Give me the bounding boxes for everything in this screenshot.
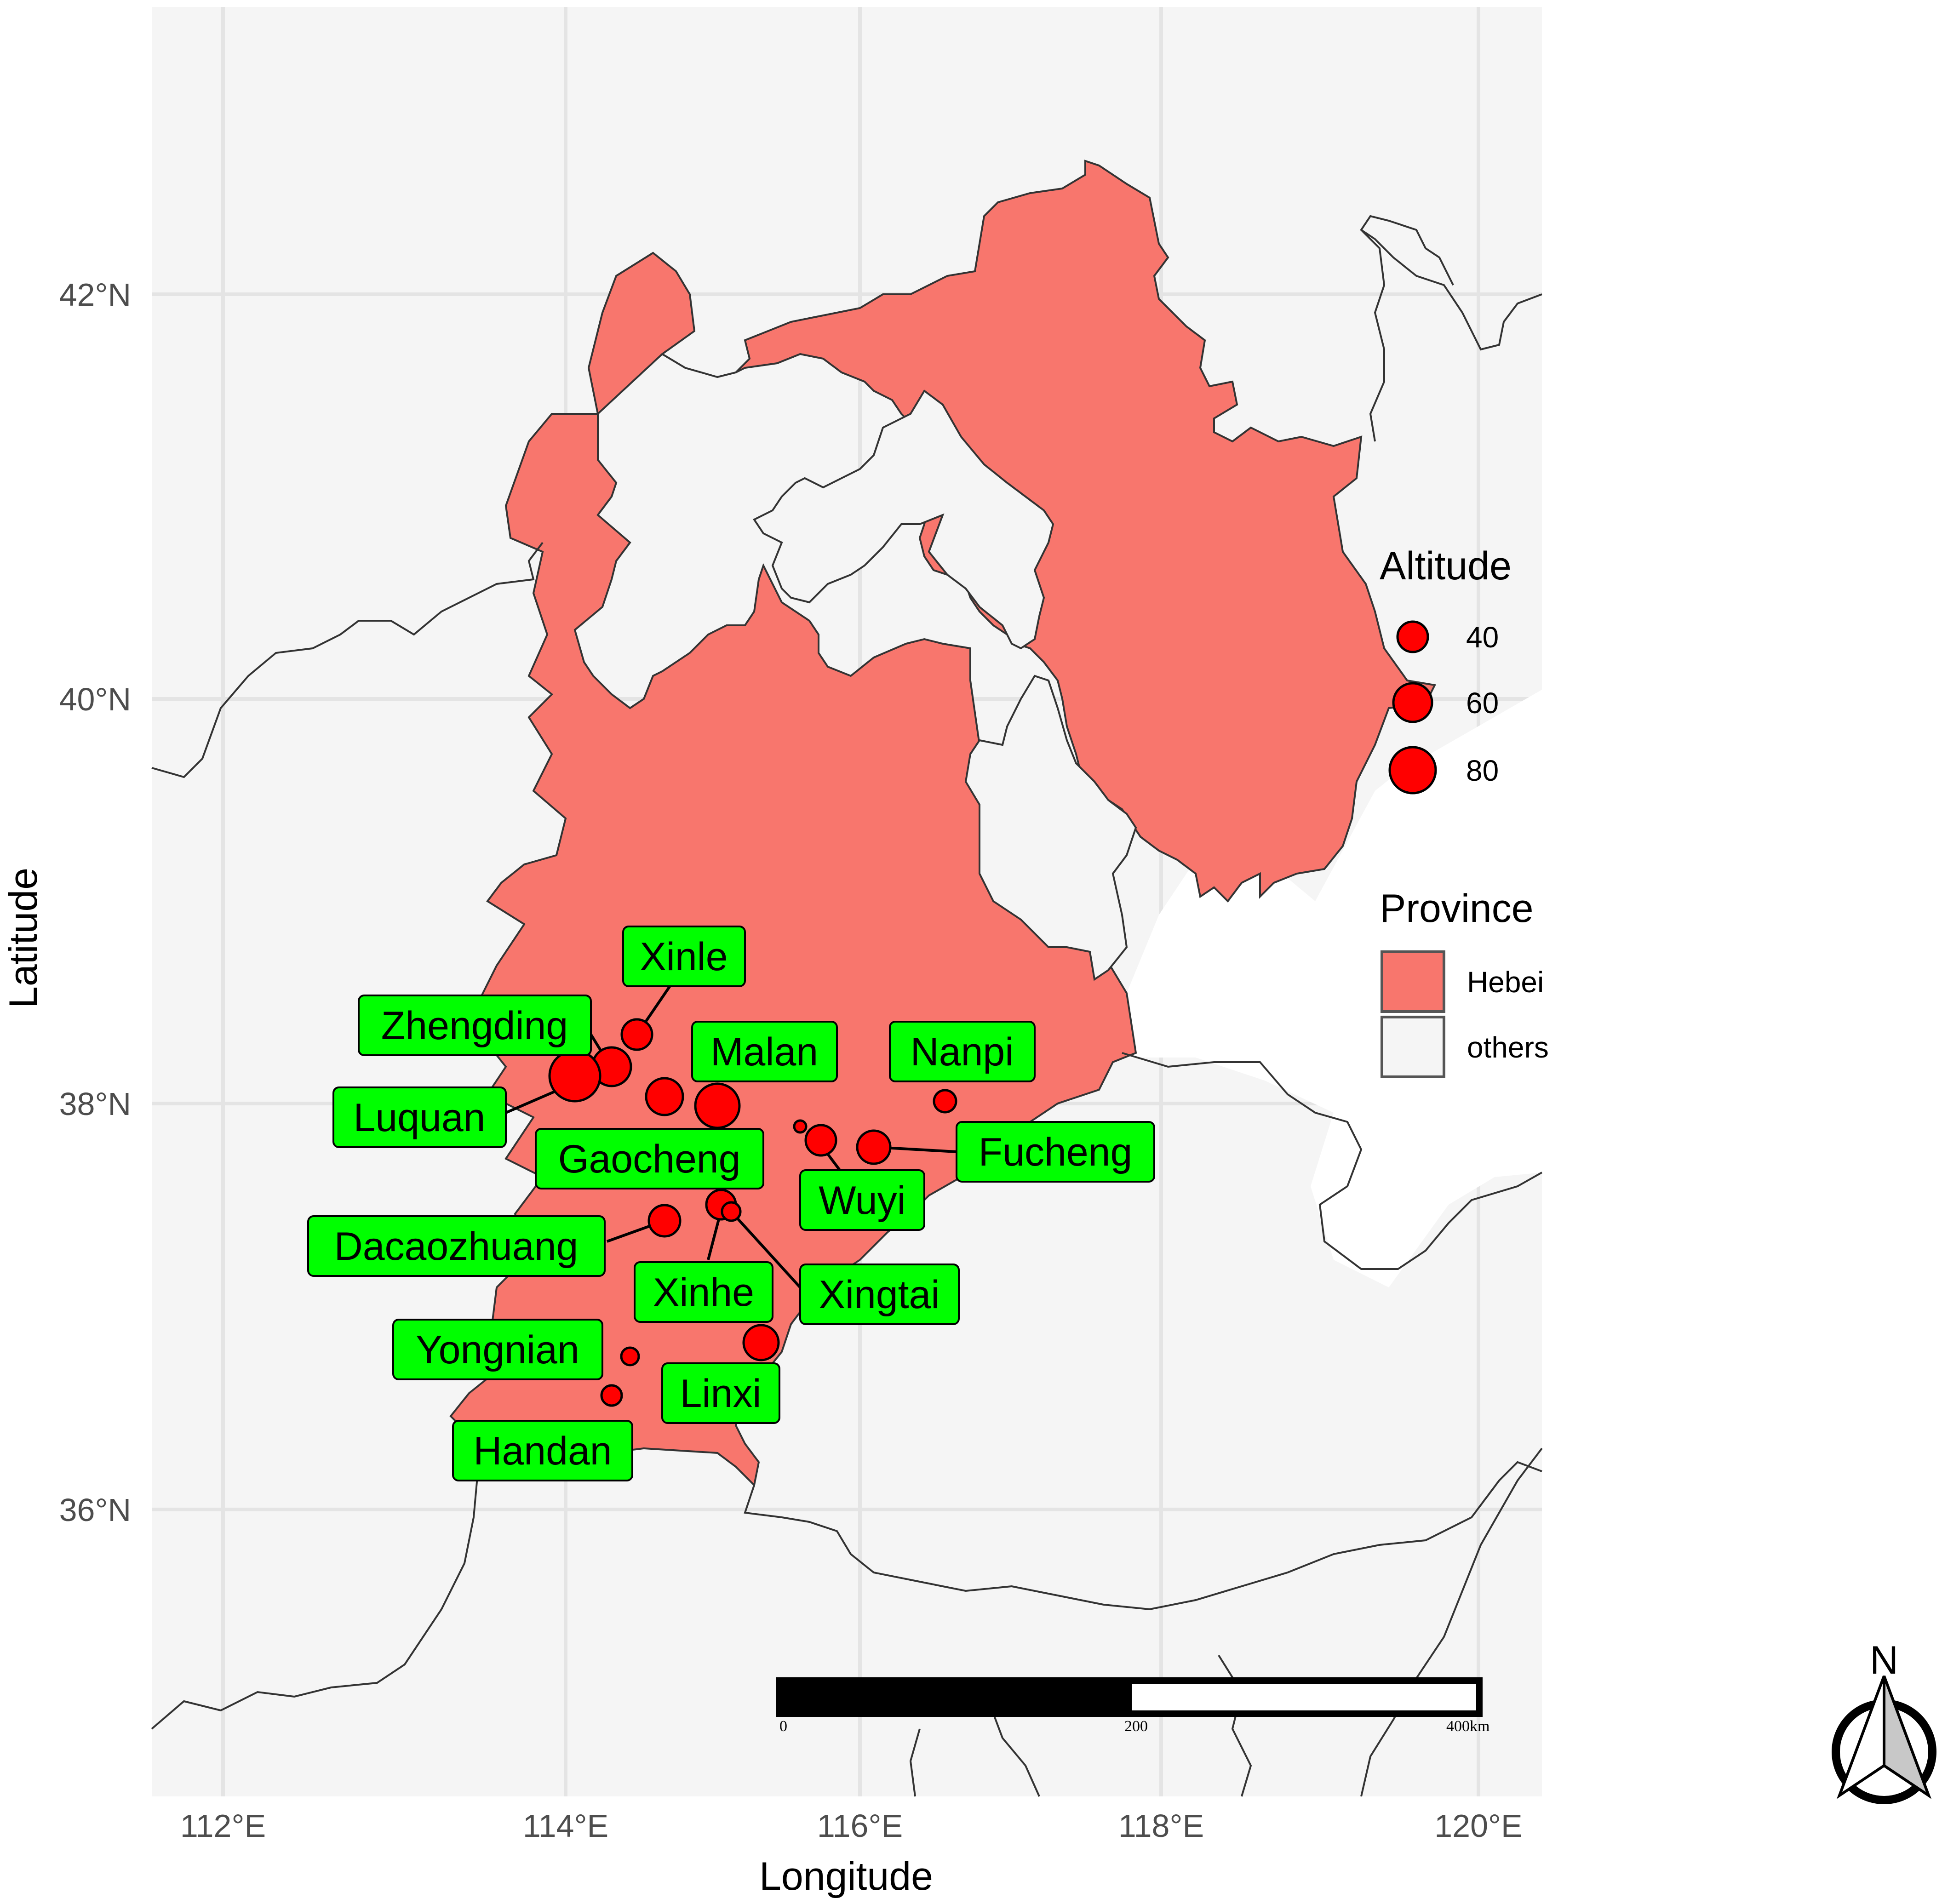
altitude-key-40 (1396, 620, 1429, 653)
y-tick-36: 36°N (59, 1492, 131, 1528)
point-linxi (742, 1324, 780, 1361)
site-label-xinhe: Xinhe (653, 1270, 754, 1315)
north-arrow: N (1832, 1638, 1936, 1804)
altitude-key-60 (1392, 682, 1433, 723)
site-label-luquan: Luquan (354, 1096, 486, 1140)
site-label-fucheng: Fucheng (979, 1130, 1133, 1174)
x-tick-120: 120°E (1434, 1808, 1522, 1844)
altitude-label-40: 40 (1466, 621, 1499, 654)
label-zhengding: Zhengding (358, 995, 592, 1056)
point-xinle (620, 1018, 653, 1051)
point-yongnian (620, 1346, 640, 1367)
y-axis-ticks: 42°N 40°N 38°N 36°N (59, 277, 131, 1528)
altitude-legend: Altitude 40 60 80 (1380, 544, 1512, 795)
altitude-legend-title: Altitude (1380, 544, 1512, 588)
site-label-dacaozhuang: Dacaozhuang (334, 1224, 579, 1269)
province-label-hebei: Hebei (1467, 966, 1544, 999)
x-tick-116: 116°E (817, 1808, 903, 1844)
scale-label-0: 0 (779, 1718, 787, 1735)
site-label-wuyi: Wuyi (819, 1178, 906, 1223)
label-handan: Handan (452, 1420, 633, 1481)
province-key-hebei (1381, 950, 1445, 1013)
label-nanpi: Nanpi (889, 1021, 1036, 1082)
y-tick-42: 42°N (59, 277, 131, 313)
site-label-xingtai: Xingtai (819, 1273, 940, 1317)
province-key-others (1381, 1016, 1445, 1078)
label-linxi: Linxi (661, 1362, 780, 1424)
province-legend-title: Province (1380, 886, 1534, 931)
province-boundaries (151, 215, 1543, 1797)
x-tick-118: 118°E (1118, 1808, 1204, 1844)
altitude-key-80 (1388, 746, 1437, 795)
site-label-gaocheng: Gaocheng (558, 1137, 741, 1181)
altitude-label-60: 60 (1466, 686, 1499, 720)
y-tick-38: 38°N (59, 1086, 131, 1122)
x-tick-112: 112°E (180, 1808, 266, 1844)
label-luquan: Luquan (332, 1086, 507, 1148)
province-label-others: others (1467, 1031, 1549, 1064)
site-label-linxi: Linxi (680, 1372, 762, 1416)
scale-label-400: 400km (1446, 1718, 1489, 1735)
label-dacaozhuang: Dacaozhuang (307, 1215, 606, 1277)
point-dacaozhuang (647, 1204, 682, 1238)
label-malan: Malan (691, 1021, 838, 1082)
site-label-nanpi: Nanpi (911, 1030, 1014, 1074)
label-yongnian: Yongnian (392, 1319, 603, 1380)
scale-bar: 0 200 400km (776, 1677, 1489, 1735)
site-points (548, 1018, 957, 1407)
point-wuyi (804, 1124, 837, 1157)
site-label-zhengding: Zhengding (381, 1004, 568, 1048)
site-label-malan: Malan (710, 1030, 818, 1074)
y-tick-40: 40°N (59, 681, 131, 717)
site-label-yongnian: Yongnian (416, 1328, 579, 1372)
label-xingtai: Xingtai (799, 1264, 960, 1325)
north-arrow-label: N (1870, 1638, 1898, 1682)
point-malan (645, 1077, 684, 1116)
point-gaocheng (694, 1082, 741, 1129)
tianjin-region (964, 675, 1137, 981)
label-xinhe: Xinhe (634, 1261, 773, 1323)
point-small-1 (793, 1119, 808, 1134)
point-luquan (548, 1049, 602, 1103)
label-xinle: Xinle (622, 926, 746, 987)
label-wuyi: Wuyi (799, 1169, 925, 1231)
y-axis-title: Latitude (1, 868, 46, 1008)
point-fucheng (856, 1129, 892, 1165)
point-handan (600, 1384, 623, 1407)
x-axis-ticks: 112°E 114°E 116°E 118°E 120°E (180, 1808, 1523, 1844)
altitude-label-80: 80 (1466, 754, 1499, 787)
site-label-xinle: Xinle (640, 935, 728, 979)
point-nanpi (933, 1089, 957, 1114)
label-fucheng: Fucheng (956, 1121, 1155, 1183)
x-axis-title: Longitude (759, 1854, 933, 1898)
x-tick-114: 114°E (523, 1808, 608, 1844)
province-legend: Province Hebei others (1380, 886, 1549, 1078)
beijing-enclave (753, 389, 1054, 650)
site-label-handan: Handan (473, 1429, 612, 1473)
label-gaocheng: Gaocheng (535, 1128, 764, 1189)
point-xingtai (721, 1201, 742, 1222)
site-labels: Xinle Zhengding Malan Nanpi Luquan Gaoch… (307, 926, 1155, 1481)
scale-label-200: 200 (1124, 1718, 1148, 1735)
bohai-sea (1122, 690, 1542, 1287)
